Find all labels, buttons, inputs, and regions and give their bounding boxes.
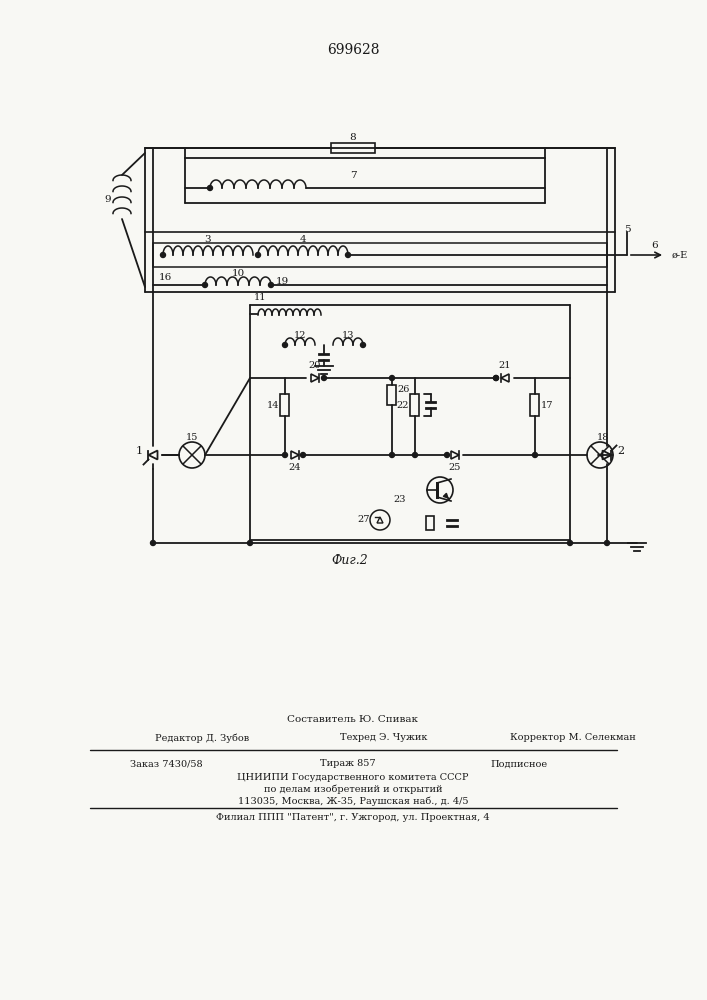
- Circle shape: [202, 282, 207, 288]
- Circle shape: [322, 375, 327, 380]
- Text: 25: 25: [449, 464, 461, 473]
- Bar: [153, 243, 607, 267]
- Bar: [426, 516, 434, 530]
- Text: по делам изобретений и открытий: по делам изобретений и открытий: [264, 784, 443, 794]
- Text: 699628: 699628: [327, 43, 379, 57]
- Bar: [411, 394, 419, 416]
- Text: Редактор Д. Зубов: Редактор Д. Зубов: [155, 733, 249, 743]
- Text: 24: 24: [288, 464, 301, 473]
- Text: 8: 8: [350, 133, 356, 142]
- Text: 22: 22: [397, 400, 409, 410]
- Circle shape: [412, 452, 418, 458]
- Text: Подписное: Подписное: [490, 760, 547, 768]
- Text: Корректор М. Селекман: Корректор М. Селекман: [510, 734, 636, 742]
- Circle shape: [361, 342, 366, 348]
- Text: 4: 4: [300, 234, 306, 243]
- Text: 11: 11: [254, 292, 267, 302]
- Text: 10: 10: [231, 268, 245, 277]
- Text: Заказ 7430/58: Заказ 7430/58: [130, 760, 203, 768]
- Text: 27: 27: [358, 516, 370, 524]
- Text: Техред Э. Чужик: Техред Э. Чужик: [340, 734, 428, 742]
- Circle shape: [207, 186, 213, 190]
- Bar: [530, 394, 539, 416]
- Circle shape: [604, 540, 609, 546]
- Text: ЦНИИПИ Государственного комитета СССР: ЦНИИПИ Государственного комитета СССР: [238, 772, 469, 782]
- Text: 21: 21: [498, 361, 511, 370]
- Text: 20: 20: [309, 361, 321, 370]
- Text: 23: 23: [394, 495, 407, 504]
- Text: 2: 2: [617, 446, 624, 456]
- Text: 19: 19: [276, 277, 289, 286]
- Text: 16: 16: [159, 273, 173, 282]
- Circle shape: [151, 540, 156, 546]
- Circle shape: [255, 252, 260, 257]
- Circle shape: [269, 282, 274, 288]
- Text: Фиг.2: Фиг.2: [332, 554, 368, 566]
- Text: 9: 9: [105, 194, 111, 204]
- Text: 5: 5: [624, 226, 631, 234]
- Text: 113035, Москва, Ж-35, Раушская наб., д. 4/5: 113035, Москва, Ж-35, Раушская наб., д. …: [238, 796, 468, 806]
- Bar: [281, 394, 289, 416]
- Text: 14: 14: [267, 400, 279, 410]
- Bar: [387, 385, 397, 405]
- Circle shape: [346, 252, 351, 257]
- Circle shape: [283, 342, 288, 348]
- Circle shape: [445, 452, 450, 458]
- Circle shape: [390, 452, 395, 458]
- Circle shape: [568, 540, 573, 546]
- Text: 15: 15: [186, 432, 198, 442]
- Text: 26: 26: [398, 385, 410, 394]
- Text: 1: 1: [136, 446, 143, 456]
- Circle shape: [493, 375, 498, 380]
- Circle shape: [390, 375, 395, 380]
- Text: 13: 13: [341, 330, 354, 340]
- Bar: [331, 143, 375, 153]
- Text: 7: 7: [350, 172, 356, 180]
- Text: 3: 3: [205, 234, 211, 243]
- Circle shape: [160, 252, 165, 257]
- Text: ø-E: ø-E: [672, 250, 688, 259]
- Text: 6: 6: [652, 241, 658, 250]
- Circle shape: [532, 452, 537, 458]
- Text: Тираж 857: Тираж 857: [320, 760, 375, 768]
- Circle shape: [283, 452, 288, 458]
- Text: 12: 12: [293, 330, 306, 340]
- Text: Филиал ППП "Патент", г. Ужгород, ул. Проектная, 4: Филиал ППП "Патент", г. Ужгород, ул. Про…: [216, 814, 490, 822]
- Text: 17: 17: [541, 400, 554, 410]
- Text: Составитель Ю. Спивак: Составитель Ю. Спивак: [288, 716, 419, 724]
- Circle shape: [247, 540, 252, 546]
- Text: 18: 18: [597, 432, 609, 442]
- Circle shape: [493, 375, 498, 380]
- Circle shape: [300, 452, 305, 458]
